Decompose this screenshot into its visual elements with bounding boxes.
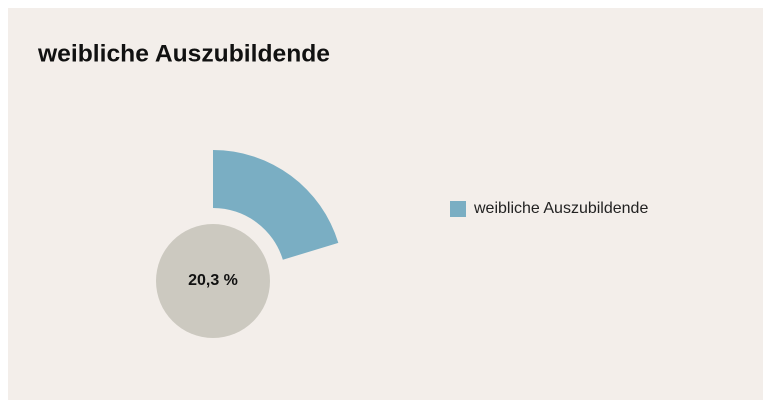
panel — [8, 8, 763, 400]
legend-swatch — [450, 201, 466, 217]
wedge — [213, 150, 339, 260]
legend-label: weibliche Auszubildende — [473, 200, 648, 217]
value-label: 20,3 % — [188, 272, 238, 289]
chart-title: weibliche Auszubildende — [37, 40, 330, 67]
center-disc — [156, 224, 270, 338]
